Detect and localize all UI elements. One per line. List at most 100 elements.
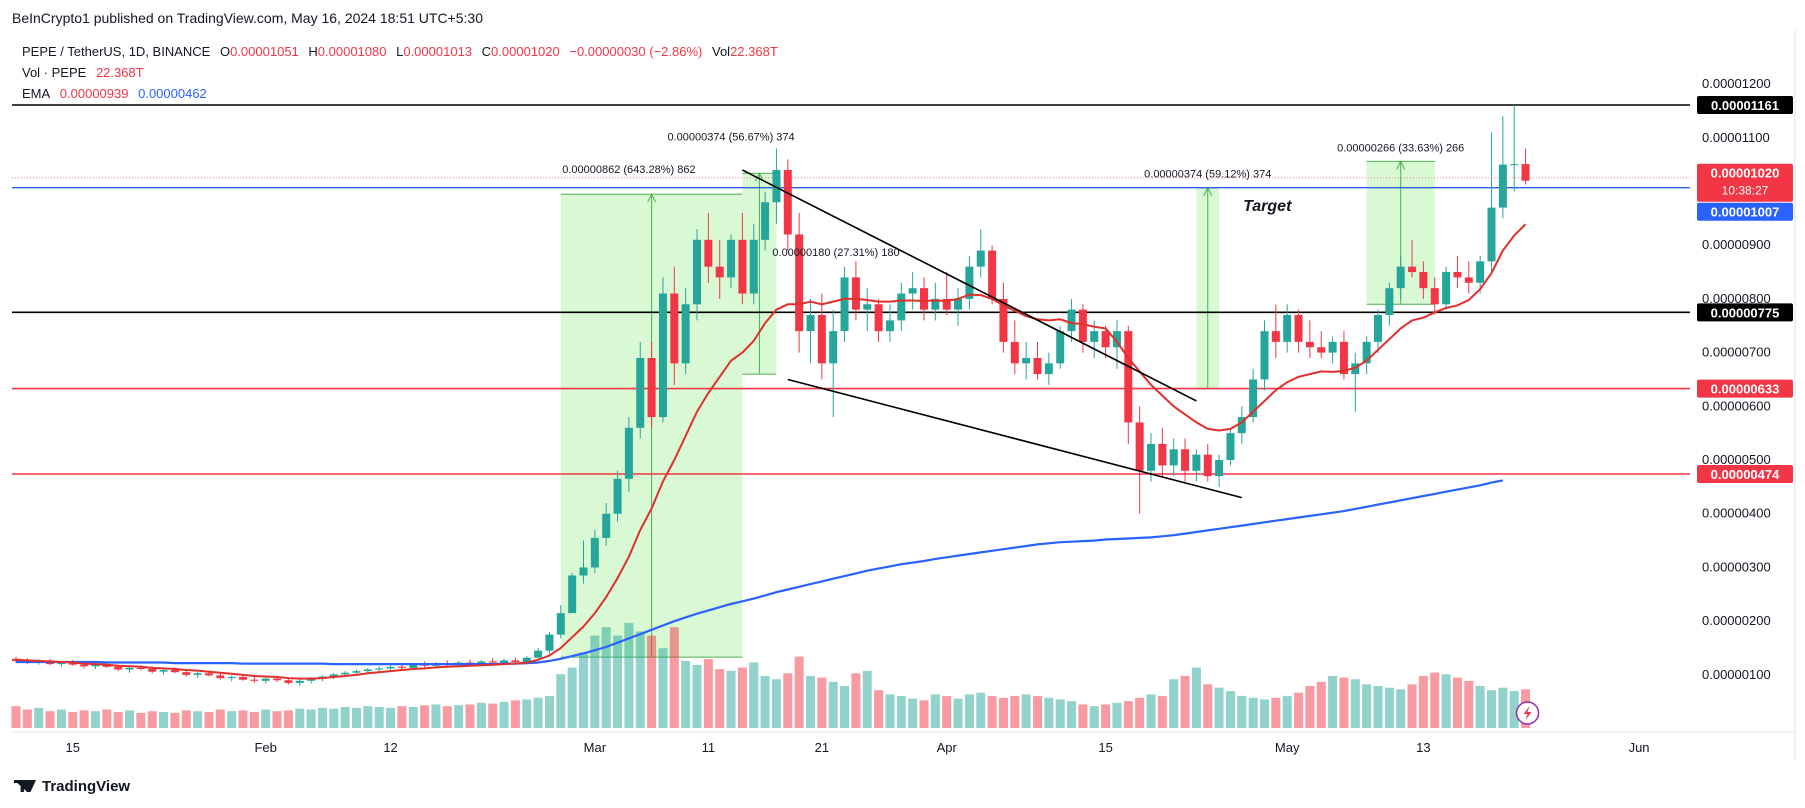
candle-body bbox=[749, 239, 758, 294]
candle-body bbox=[670, 293, 679, 364]
candle-body bbox=[1112, 331, 1121, 348]
candle-body bbox=[658, 293, 667, 418]
volume-bar bbox=[840, 686, 850, 728]
candle bbox=[965, 255, 974, 310]
candle-body bbox=[1249, 379, 1258, 418]
candle-body bbox=[91, 664, 100, 667]
candle bbox=[658, 277, 667, 423]
volume-bar bbox=[828, 681, 838, 728]
high-value: 0.00001080 bbox=[317, 44, 387, 59]
volume-bar bbox=[1430, 672, 1440, 728]
candle bbox=[885, 304, 894, 342]
candle-body bbox=[624, 427, 633, 479]
candle-body bbox=[511, 660, 520, 662]
candle-body bbox=[613, 478, 622, 514]
candle bbox=[1317, 331, 1326, 358]
range-label-0: 0.00000862 (643.28%) 862 bbox=[562, 164, 695, 176]
volume-bar bbox=[567, 667, 577, 728]
candle bbox=[624, 417, 633, 493]
candle-body bbox=[738, 239, 747, 294]
candle-body bbox=[1374, 315, 1382, 342]
candle-body bbox=[1203, 454, 1212, 477]
volume-bar bbox=[783, 673, 793, 728]
volume-bar bbox=[408, 707, 418, 728]
vol-row-label: Vol · PEPE bbox=[22, 65, 87, 80]
candle bbox=[216, 672, 225, 680]
candle bbox=[159, 668, 168, 675]
x-tick-label: 12 bbox=[383, 740, 397, 755]
candle bbox=[783, 159, 792, 251]
y-tick-label: 0.00000500 bbox=[1702, 452, 1771, 467]
volume-bar bbox=[431, 704, 441, 728]
candle bbox=[954, 288, 963, 326]
volume-bar bbox=[90, 711, 100, 728]
volume-bar bbox=[1452, 677, 1462, 728]
candle-body bbox=[1476, 261, 1485, 283]
candle-body bbox=[1317, 347, 1326, 353]
candle bbox=[284, 678, 293, 685]
ema-fast-line bbox=[15, 223, 1527, 680]
volume-bar bbox=[896, 696, 906, 728]
candle-body bbox=[1124, 331, 1133, 423]
candle-body bbox=[920, 288, 928, 310]
volume-bar bbox=[930, 694, 940, 728]
volume-bar bbox=[1089, 706, 1099, 728]
candle-body bbox=[239, 677, 247, 680]
candle bbox=[920, 277, 928, 321]
candle-body bbox=[1305, 341, 1314, 348]
volume-bar bbox=[692, 665, 702, 728]
candle-body bbox=[704, 239, 713, 267]
candle-body bbox=[341, 672, 350, 675]
candle-body bbox=[795, 234, 804, 332]
open-label: O bbox=[219, 44, 231, 59]
volume-bar bbox=[1157, 696, 1167, 728]
candle-body bbox=[840, 277, 849, 332]
candle bbox=[636, 341, 645, 439]
candle-body bbox=[568, 575, 577, 614]
volume-bar bbox=[522, 699, 532, 728]
candle bbox=[829, 309, 838, 418]
volume-bar bbox=[953, 698, 963, 728]
candle-body bbox=[68, 663, 77, 665]
candle bbox=[908, 272, 917, 310]
volume-bar bbox=[159, 712, 169, 728]
volume-bar bbox=[34, 707, 44, 728]
candle-body bbox=[295, 680, 304, 683]
volume-bar bbox=[170, 712, 180, 728]
volume-bar bbox=[227, 711, 237, 728]
volume-bar bbox=[760, 675, 770, 728]
candle-body bbox=[727, 239, 736, 278]
range-label2-1: 0.00000180 (27.31%) 180 bbox=[772, 247, 899, 259]
candle bbox=[1419, 261, 1428, 299]
candle bbox=[1442, 266, 1451, 310]
volume-bar bbox=[1237, 696, 1247, 728]
tradingview-logo[interactable]: TradingView bbox=[14, 778, 130, 795]
candle bbox=[568, 572, 577, 614]
candle-body bbox=[148, 668, 157, 672]
candle bbox=[715, 239, 724, 299]
volume-bar bbox=[1203, 684, 1213, 728]
volume-bar bbox=[1464, 680, 1474, 728]
time-axis: 15 Feb 12 Mar 11 21 Apr 15 May 13 Jun bbox=[12, 30, 1796, 760]
candle-body bbox=[397, 666, 406, 668]
volume-bar bbox=[658, 648, 668, 728]
candle bbox=[897, 282, 906, 332]
candle-body bbox=[636, 357, 645, 428]
x-tick-label: Mar bbox=[584, 740, 607, 755]
volume-bar bbox=[272, 711, 282, 728]
level-badge-2 bbox=[1697, 379, 1793, 398]
candle bbox=[647, 341, 656, 428]
ema-slow-line bbox=[16, 479, 1504, 666]
candle-body bbox=[783, 169, 792, 235]
candle-body bbox=[227, 677, 236, 679]
ema-lines bbox=[15, 223, 1527, 680]
volume-bar bbox=[1260, 699, 1269, 728]
candle-body bbox=[885, 320, 894, 332]
candle-body bbox=[522, 657, 531, 662]
symbol-name: PEPE / TetherUS, 1D, BINANCE bbox=[22, 44, 211, 59]
volume-bar bbox=[544, 696, 554, 728]
y-tick-label: 0.00001100 bbox=[1702, 130, 1770, 145]
candle-body bbox=[1510, 164, 1519, 166]
close-value: 0.00001020 bbox=[491, 44, 560, 59]
